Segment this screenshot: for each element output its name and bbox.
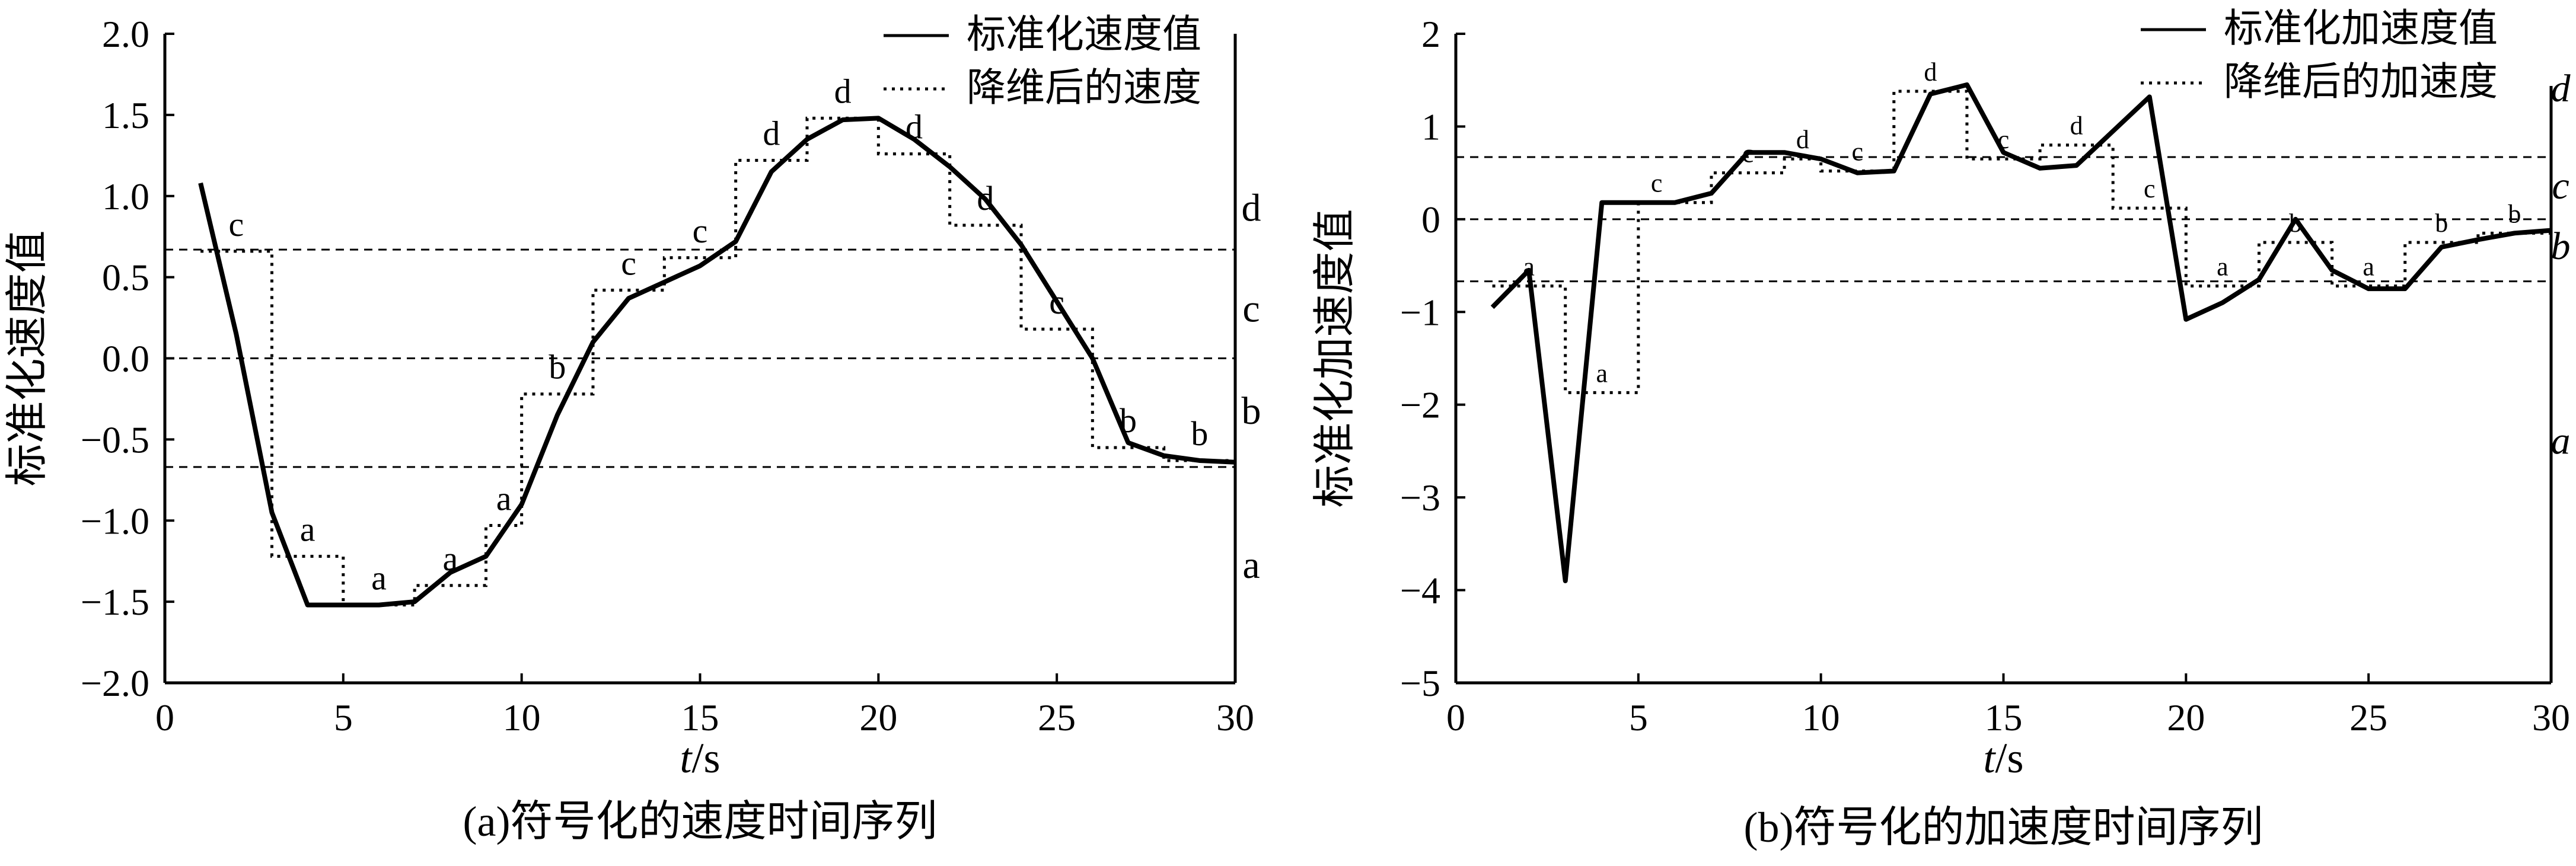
segment-symbol-label: a bbox=[300, 510, 315, 548]
segment-symbol-label: c bbox=[1851, 138, 1863, 167]
y-tick-label: 0.0 bbox=[102, 338, 149, 380]
y-tick-label: 1 bbox=[1421, 106, 1440, 148]
x-tick-label: 25 bbox=[2349, 696, 2387, 739]
segment-symbol-label: b bbox=[1191, 414, 1208, 453]
y-tick-label: −1 bbox=[1400, 291, 1440, 333]
segment-symbol-label: d bbox=[763, 114, 780, 153]
region-symbol-label: d bbox=[1242, 187, 1261, 230]
segment-symbol-label: b bbox=[2435, 209, 2448, 238]
chart-caption: (b)符号化的加速度时间序列 bbox=[1744, 804, 2263, 851]
region-symbol-label: a bbox=[1242, 544, 1260, 587]
reduced-series-line bbox=[1492, 90, 2551, 394]
region-symbol-label: b bbox=[2551, 225, 2571, 268]
segment-symbol-label: a bbox=[496, 479, 512, 517]
x-tick-label: 5 bbox=[1629, 696, 1648, 739]
y-tick-label: −3 bbox=[1400, 477, 1440, 519]
segment-symbol-label: c bbox=[2144, 174, 2156, 203]
x-tick-label: 10 bbox=[1802, 696, 1840, 739]
segment-symbol-label: c bbox=[1651, 169, 1663, 198]
region-symbol-label: c bbox=[2552, 164, 2569, 207]
y-tick-label: −2.0 bbox=[81, 662, 149, 704]
y-axis-label: 标准化加速度值 bbox=[1311, 209, 1359, 507]
y-tick-label: 0.5 bbox=[102, 257, 149, 299]
x-tick-label: 5 bbox=[334, 696, 353, 739]
x-tick-label: 10 bbox=[503, 696, 541, 739]
segment-symbol-label: a bbox=[1596, 359, 1608, 388]
region-symbol-label: b bbox=[1242, 389, 1261, 433]
x-tick-label: 15 bbox=[1985, 696, 2023, 739]
x-axis-label: t/s bbox=[680, 734, 720, 782]
region-symbol-label: c bbox=[1242, 287, 1260, 330]
x-tick-label: 0 bbox=[155, 696, 174, 739]
region-symbol-label: d bbox=[2551, 67, 2571, 110]
x-tick-label: 30 bbox=[1216, 696, 1254, 739]
legend-solid-label: 标准化速度值 bbox=[967, 13, 1201, 56]
y-tick-label: −1.0 bbox=[81, 500, 149, 542]
chart-caption: (a)符号化的速度时间序列 bbox=[463, 798, 938, 845]
standardized-series-line bbox=[1490, 82, 2552, 583]
x-axis-label: t/s bbox=[1983, 734, 2023, 782]
x-tick-label: 20 bbox=[859, 696, 897, 739]
y-tick-label: 1.0 bbox=[102, 175, 149, 218]
region-symbol-label: a bbox=[2551, 419, 2571, 462]
segment-symbol-label: d bbox=[1796, 125, 1809, 154]
segment-symbol-label: a bbox=[2363, 252, 2374, 281]
y-tick-label: −0.5 bbox=[81, 418, 149, 461]
chart-a-velocity: −2.0 −1.5 −1.0 −0.5 0.0 0.5 1.0 1.5 2.0 0 5 10 15 20 2… bbox=[4, 13, 1261, 845]
y-tick-label: 0 bbox=[1421, 199, 1440, 241]
legend-dotted-label: 降维后的速度 bbox=[967, 66, 1201, 110]
y-tick-label: 2.0 bbox=[102, 13, 149, 55]
x-tick-label: 15 bbox=[681, 696, 719, 739]
standardized-series-line bbox=[198, 116, 1236, 608]
x-tick-label: 30 bbox=[2532, 696, 2570, 739]
y-tick-label: −2 bbox=[1400, 384, 1440, 426]
reduced-series-line bbox=[200, 116, 1235, 607]
y-axis-label: 标准化速度值 bbox=[4, 230, 51, 486]
segment-symbol-label: d bbox=[1924, 57, 1937, 87]
x-tick-label: 0 bbox=[1446, 696, 1465, 739]
y-tick-label: −5 bbox=[1400, 662, 1440, 704]
segment-symbol-label: b bbox=[549, 348, 566, 386]
segment-symbol-label: c bbox=[621, 244, 636, 283]
y-tick-label: 1.5 bbox=[102, 94, 149, 136]
segment-symbol-label: c bbox=[693, 212, 708, 250]
x-tick-label: 25 bbox=[1038, 696, 1076, 739]
y-tick-label: 2 bbox=[1421, 13, 1440, 55]
segment-symbol-label: b bbox=[2508, 199, 2521, 228]
y-tick-label: −1.5 bbox=[81, 581, 149, 623]
segment-symbol-label: a bbox=[371, 559, 387, 597]
segment-symbol-label: a bbox=[2217, 252, 2229, 281]
segment-symbol-label: d bbox=[2070, 111, 2083, 140]
y-tick-label: −4 bbox=[1400, 570, 1440, 612]
x-tick-label: 20 bbox=[2167, 696, 2205, 739]
legend-dotted-label: 降维后的加速度 bbox=[2224, 60, 2498, 104]
segment-symbol-label: d bbox=[834, 72, 852, 110]
legend-solid-label: 标准化加速度值 bbox=[2224, 7, 2498, 50]
segment-symbol-label: c bbox=[228, 205, 244, 244]
